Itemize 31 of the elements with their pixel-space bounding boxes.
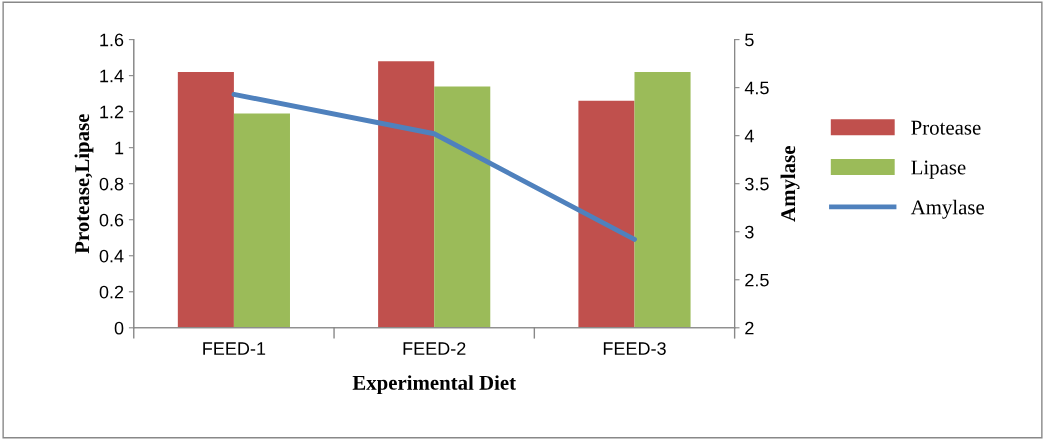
bar — [634, 72, 691, 328]
y-tick-label: 0.8 — [99, 177, 124, 191]
y-axis-title: Protease,Lipase — [74, 114, 94, 254]
y2-tick-label: 4.5 — [744, 81, 769, 95]
y2-tick-label: 3.5 — [745, 177, 769, 191]
y-tick-label: 0.6 — [99, 213, 124, 227]
y-tick-label: 0 — [114, 321, 124, 335]
x-tick-label: FEED-3 — [603, 342, 666, 355]
y2-tick-label: 5 — [745, 33, 754, 47]
y2-tick-label: 2.5 — [745, 273, 769, 287]
y-tick-label: 0.2 — [99, 285, 124, 299]
bar — [233, 113, 290, 328]
bar — [177, 72, 234, 328]
y2-axis-title: Amylase — [780, 146, 800, 222]
y-tick-label: 1.2 — [100, 105, 124, 119]
y2-tick-label: 4 — [744, 129, 754, 143]
legend-label: Amylase — [910, 199, 984, 219]
x-tick-label: FEED-1 — [203, 342, 266, 355]
y-tick-label: 0.4 — [99, 249, 124, 263]
bar — [378, 61, 435, 328]
legend-label: Lipase — [911, 160, 966, 179]
bar — [434, 86, 491, 328]
legend-label: Protease — [911, 120, 981, 135]
y2-tick-label: 3 — [745, 225, 754, 239]
bar — [578, 100, 635, 328]
y-tick-label: 1 — [115, 141, 124, 155]
x-axis-title: Experimental Diet — [352, 375, 516, 395]
y-tick-label: 1.6 — [100, 33, 124, 47]
y-tick-label: 1.4 — [100, 69, 124, 83]
y2-tick-label: 2 — [745, 321, 754, 335]
x-tick-label: FEED-2 — [403, 342, 466, 355]
